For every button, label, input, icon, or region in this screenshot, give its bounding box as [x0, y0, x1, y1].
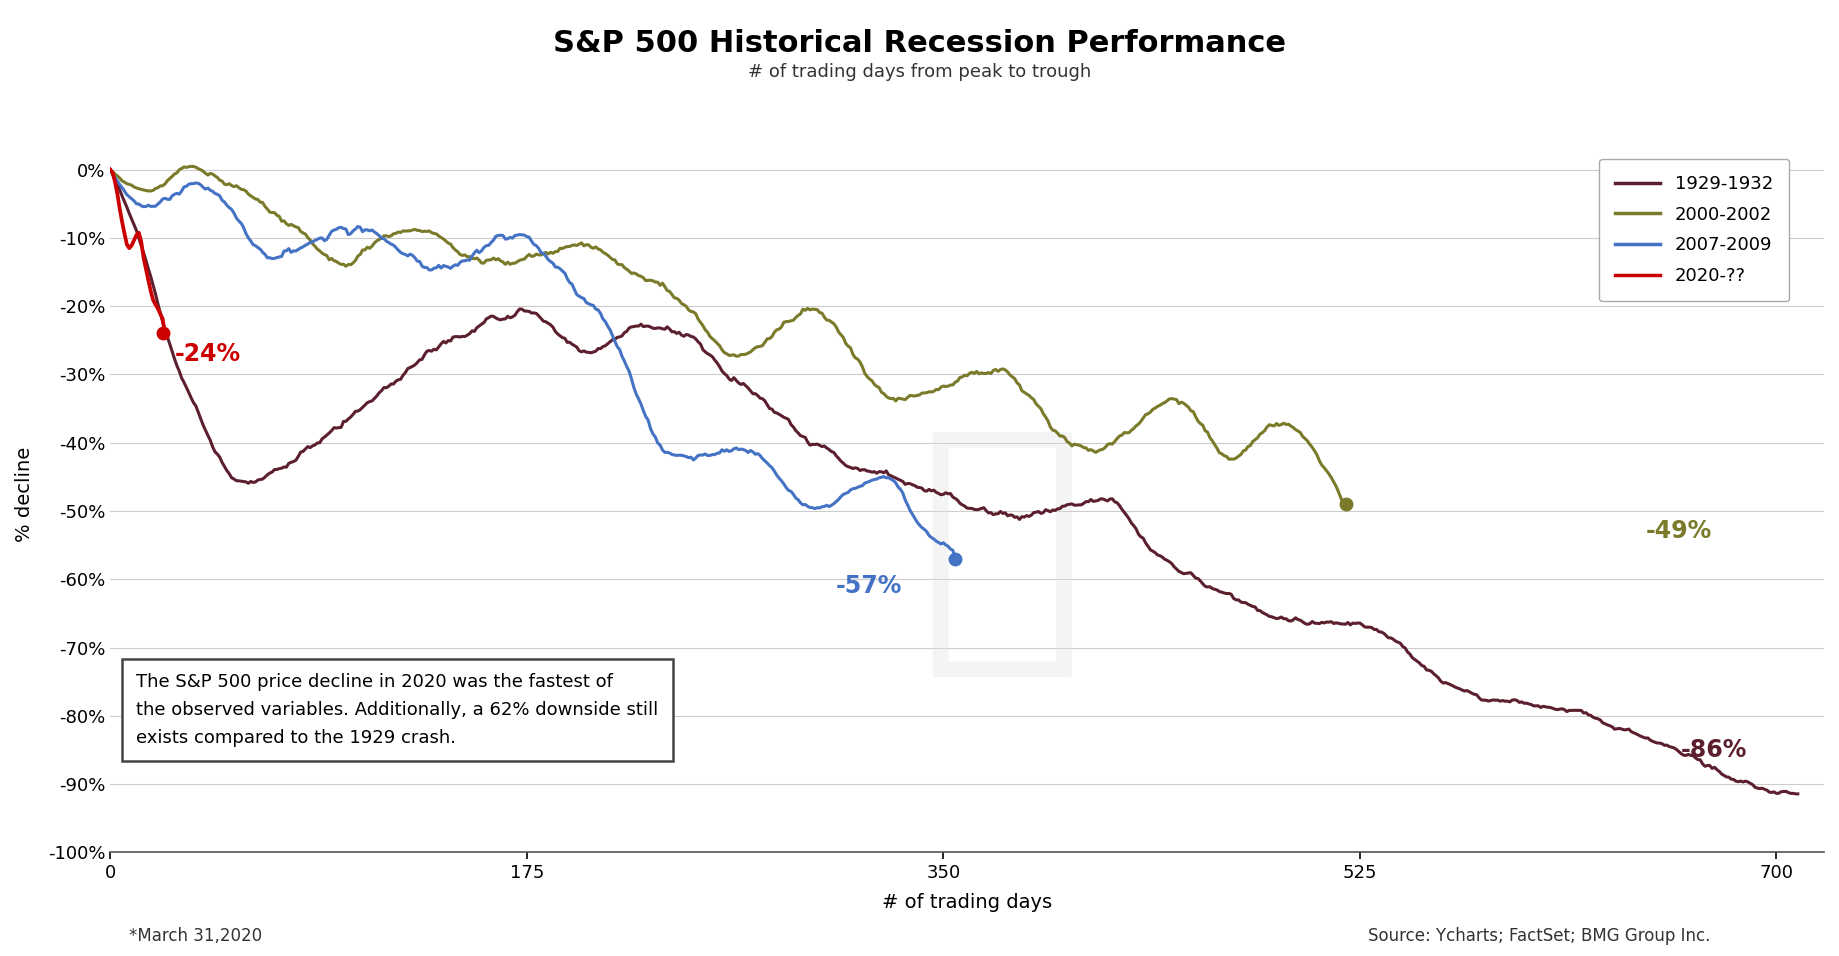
Text: Source: Ycharts; FactSet; BMG Group Inc.: Source: Ycharts; FactSet; BMG Group Inc. [1368, 926, 1710, 945]
Text: # of trading days from peak to trough: # of trading days from peak to trough [748, 63, 1091, 80]
Text: -49%: -49% [1646, 519, 1712, 543]
Legend: 1929-1932, 2000-2002, 2007-2009, 2020-??: 1929-1932, 2000-2002, 2007-2009, 2020-?? [1598, 159, 1789, 301]
Text: S&P 500 Historical Recession Performance: S&P 500 Historical Recession Performance [554, 29, 1285, 57]
Text: *March 31,2020: *March 31,2020 [129, 926, 261, 945]
Text: 🐂: 🐂 [918, 416, 1085, 686]
Y-axis label: % decline: % decline [15, 446, 33, 541]
Text: -86%: -86% [1681, 738, 1747, 762]
Text: The S&P 500 price decline in 2020 was the fastest of
the observed variables. Add: The S&P 500 price decline in 2020 was th… [136, 673, 658, 747]
Text: -24%: -24% [175, 342, 241, 366]
Text: -57%: -57% [837, 574, 903, 598]
X-axis label: # of trading days: # of trading days [883, 893, 1052, 912]
